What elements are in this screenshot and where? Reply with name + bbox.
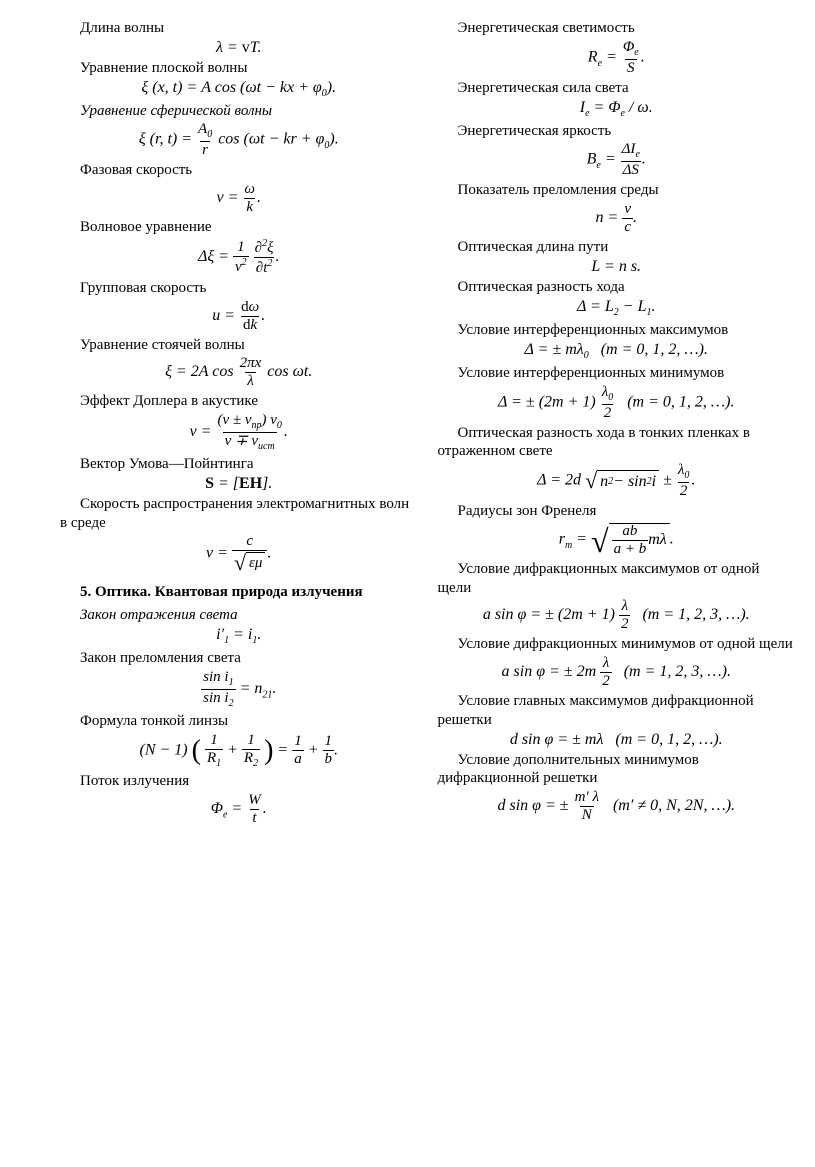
formula: λ = vT. <box>60 40 418 56</box>
formula: Be = ΔIeΔS. <box>438 142 796 178</box>
label: Показатель преломления среды <box>438 181 796 200</box>
formula: ξ (x, t) = A cos (ωt − kx + φ0). <box>60 80 418 99</box>
label: Оптическая разность хода в тонких пленка… <box>438 424 796 462</box>
formula: u = dωdk. <box>60 300 418 333</box>
formula: v = c√εμ. <box>60 534 418 574</box>
left-column: Длина волны λ = vT. Уравнение плоской во… <box>60 18 428 1157</box>
label: Уравнение стоячей волны <box>60 336 418 355</box>
label: Радиусы зон Френеля <box>438 502 796 521</box>
formula: v = ωk. <box>60 182 418 215</box>
label: Условие интерференционных минимумов <box>438 364 796 383</box>
label: Групповая скорость <box>60 279 418 298</box>
label: Формула тонкой линзы <box>60 712 418 731</box>
section-title: 5. Оптика. Квантовая природа излучения <box>60 584 418 601</box>
formula: i′1 = i1. <box>60 627 418 646</box>
label: Условие главных максимумов дифракционной… <box>438 692 796 730</box>
formula: sin i1sin i2 = n21. <box>60 670 418 709</box>
formula: S = [EH]. <box>60 476 418 492</box>
formula: Δ = ± (2m + 1) λ02 (m = 0, 1, 2, …). <box>438 385 796 421</box>
label: Эффект Доплера в акустике <box>60 392 418 411</box>
label: Условие дифракционных максимумов от одно… <box>438 560 796 598</box>
label: Вектор Умова—Пойнтинга <box>60 455 418 474</box>
formula: Ie = Φe / ω. <box>438 100 796 119</box>
formula: a sin φ = ± 2m λ2 (m = 1, 2, 3, …). <box>438 656 796 689</box>
formula: (N − 1) ( 1R1 + 1R2 ) = 1a + 1b. <box>60 733 418 769</box>
label: Закон отражения света <box>60 606 418 625</box>
formula: Re = ΦeS. <box>438 40 796 76</box>
formula: Δ = 2d √n2 − sin2 i ± λ02. <box>438 463 796 499</box>
formula: d sin φ = ± m′ λN (m′ ≠ 0, N, 2N, …). <box>438 790 796 823</box>
formula: L = n s. <box>438 259 796 275</box>
label: Оптическая длина пути <box>438 238 796 257</box>
formula: Φe = Wt. <box>60 793 418 826</box>
formula: Δξ = 1v2 ∂2ξ∂t2. <box>60 239 418 276</box>
formula: Δ = ± mλ0 (m = 0, 1, 2, …). <box>438 342 796 361</box>
formula: Δ = L2 − L1. <box>438 299 796 318</box>
label: Скорость распространения электромагнитны… <box>60 495 418 533</box>
label: Уравнение сферической волны <box>60 102 418 121</box>
label: Условие интерференционных максимумов <box>438 321 796 340</box>
formula: ξ (r, t) = A0r cos (ωt − kr + φ0). <box>60 122 418 158</box>
label: Закон преломления света <box>60 649 418 668</box>
formula: a sin φ = ± (2m + 1) λ2 (m = 1, 2, 3, …)… <box>438 599 796 632</box>
label: Энергетическая сила света <box>438 79 796 98</box>
label: Условие дополнительных минимумов дифракц… <box>438 751 796 789</box>
label: Оптическая разность хода <box>438 278 796 297</box>
formula: n = vc. <box>438 202 796 235</box>
page: Длина волны λ = vT. Уравнение плоской во… <box>0 0 815 1167</box>
formula: ξ = 2A cos 2πxλ cos ωt. <box>60 356 418 389</box>
label: Фазовая скорость <box>60 161 418 180</box>
formula: ν = (v ± vпр) ν0v ∓ vист. <box>60 413 418 452</box>
label: Длина волны <box>60 19 418 38</box>
right-column: Энергетическая светимость Re = ΦeS. Энер… <box>428 18 796 1157</box>
label: Энергетическая яркость <box>438 122 796 141</box>
formula: rm = √aba + b mλ. <box>438 523 796 557</box>
label: Уравнение плоской волны <box>60 59 418 78</box>
label: Поток излучения <box>60 772 418 791</box>
label: Условие дифракционных минимумов от одной… <box>438 635 796 654</box>
formula: d sin φ = ± mλ (m = 0, 1, 2, …). <box>438 732 796 748</box>
label: Волновое уравнение <box>60 218 418 237</box>
label: Энергетическая светимость <box>438 19 796 38</box>
